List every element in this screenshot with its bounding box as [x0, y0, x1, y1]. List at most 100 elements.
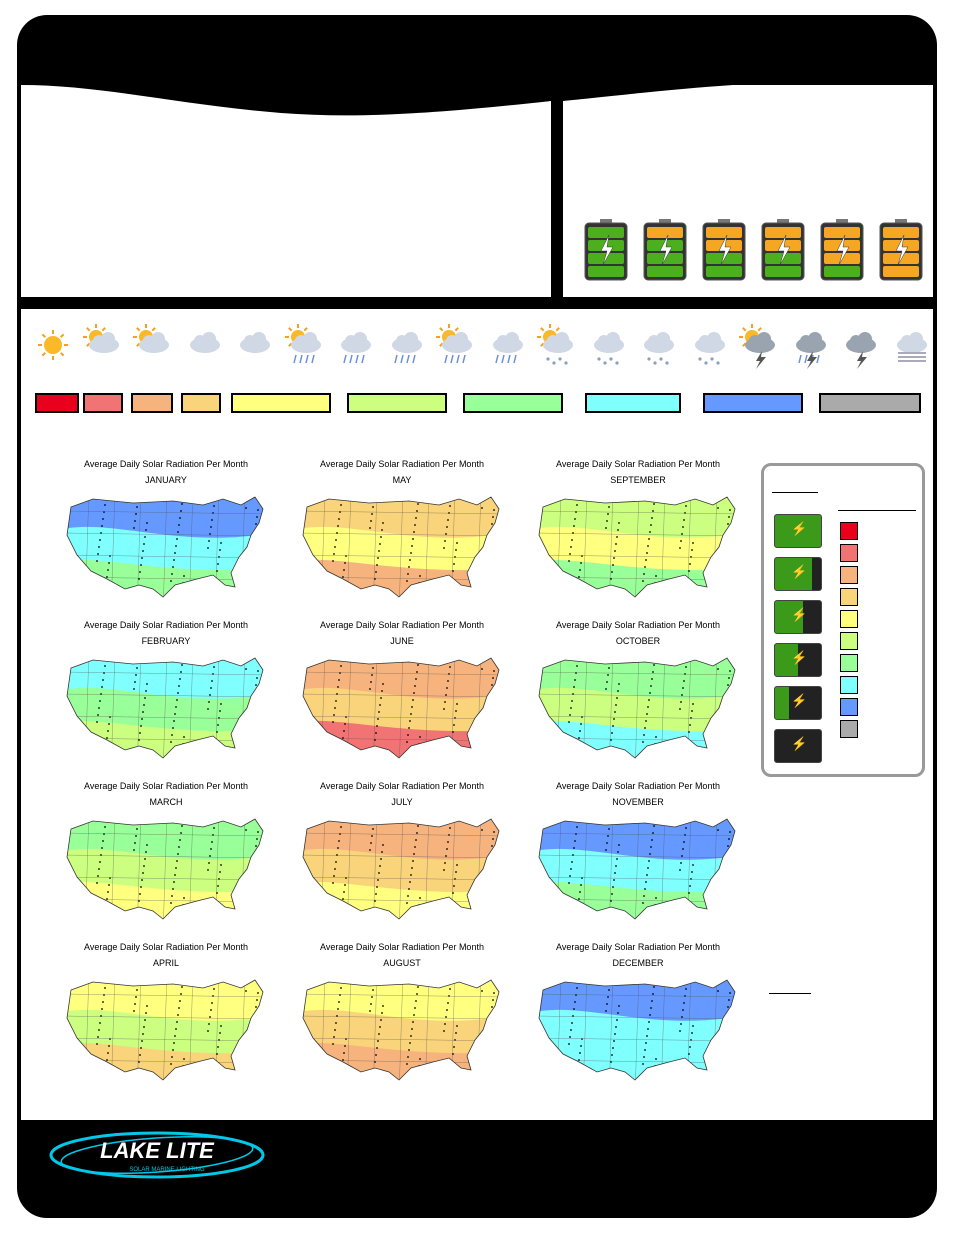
legend-swatch-4 — [840, 588, 858, 606]
map-title: Average Daily Solar Radiation Per Month — [556, 620, 720, 630]
battery-icon — [584, 219, 628, 281]
solar-map-december: Average Daily Solar Radiation Per Month D… — [533, 942, 753, 1102]
sun-rain-icon — [284, 323, 328, 369]
snow-icon — [587, 323, 631, 369]
legend-swatch-10 — [840, 720, 858, 738]
battery-2 — [642, 219, 688, 281]
solar-map-february: Average Daily Solar Radiation Per Month F… — [61, 620, 281, 780]
map-month-label: OCTOBER — [615, 636, 661, 646]
solar-map-january: Average Daily Solar Radiation Per Month J… — [61, 459, 281, 619]
map-month-label: DECEMBER — [612, 958, 664, 968]
fog-icon — [890, 323, 934, 369]
battery-icon — [820, 219, 864, 281]
sun-sleet-icon — [435, 323, 479, 369]
map-month-label: FEBRUARY — [141, 636, 191, 646]
battery-icon — [761, 219, 805, 281]
map-month-label: MAY — [392, 475, 412, 485]
legend-swatch-6 — [840, 632, 858, 650]
legend-header-line — [772, 492, 818, 493]
page-frame: Average Daily Solar Radiation Per Month J… — [17, 15, 937, 1218]
lake-lite-logo: LAKE LITE SOLAR MARINE LIGHTING — [47, 1125, 267, 1181]
map-month-label: AUGUST — [383, 958, 421, 968]
map-title: Average Daily Solar Radiation Per Month — [320, 620, 484, 630]
intro-panel — [21, 85, 551, 297]
us-map — [66, 657, 264, 759]
us-map — [302, 818, 500, 920]
sun-snow-icon — [536, 323, 580, 369]
scale-swatch-4 — [181, 393, 221, 413]
cloud-icon — [183, 323, 227, 369]
legend-battery-3: ⚡ — [774, 600, 822, 634]
us-map — [538, 496, 736, 598]
scale-swatch-1 — [35, 393, 79, 413]
rain-icon — [334, 323, 378, 369]
snow-icon — [688, 323, 732, 369]
legend-battery-1: ⚡ — [774, 514, 822, 548]
legend-swatch-9 — [840, 698, 858, 716]
map-title: Average Daily Solar Radiation Per Month — [320, 781, 484, 791]
solar-map-september: Average Daily Solar Radiation Per Month S… — [533, 459, 753, 619]
map-month-label: SEPTEMBER — [610, 475, 666, 485]
legend-swatch-1 — [840, 522, 858, 540]
map-month-label: JANUARY — [145, 475, 187, 485]
solar-map-august: Average Daily Solar Radiation Per Month A… — [297, 942, 517, 1102]
scale-swatch-7 — [463, 393, 563, 413]
us-map — [538, 657, 736, 759]
scale-swatch-2 — [83, 393, 123, 413]
battery-1 — [583, 219, 629, 281]
solar-map-june: Average Daily Solar Radiation Per Month J… — [297, 620, 517, 780]
legend-swatch-5 — [840, 610, 858, 628]
sleet-icon — [486, 323, 530, 369]
legend-battery-2: ⚡ — [774, 557, 822, 591]
legend-battery-5: ⚡ — [774, 686, 822, 720]
sun-icon — [31, 323, 75, 369]
map-month-label: NOVEMBER — [612, 797, 664, 807]
map-title: Average Daily Solar Radiation Per Month — [320, 459, 484, 469]
battery-icon — [879, 219, 923, 281]
legend-battery-6: ⚡ — [774, 729, 822, 763]
scale-swatch-6 — [347, 393, 447, 413]
us-map — [538, 979, 736, 1081]
thunderstorm-sun-icon — [738, 323, 782, 369]
map-title: Average Daily Solar Radiation Per Month — [84, 459, 248, 469]
us-map — [66, 496, 264, 598]
wave-divider-right — [563, 85, 933, 101]
solar-map-november: Average Daily Solar Radiation Per Month N… — [533, 781, 753, 941]
battery-3 — [701, 219, 747, 281]
overcast-icon — [233, 323, 277, 369]
legend-swatch-2 — [840, 544, 858, 562]
scale-swatch-10 — [819, 393, 921, 413]
map-title: Average Daily Solar Radiation Per Month — [320, 942, 484, 952]
heavy-rain-icon — [385, 323, 429, 369]
wave-divider — [21, 85, 551, 116]
us-map — [302, 496, 500, 598]
map-title: Average Daily Solar Radiation Per Month — [556, 459, 720, 469]
battery-panel — [563, 85, 933, 297]
legend-battery-4: ⚡ — [774, 643, 822, 677]
map-title: Average Daily Solar Radiation Per Month — [84, 620, 248, 630]
note-line — [769, 993, 811, 994]
map-month-label: MARCH — [149, 797, 183, 807]
sun-cloud-icon — [82, 323, 126, 369]
partly-cloudy-icon — [132, 323, 176, 369]
legend-header-line-right — [838, 510, 916, 511]
map-title: Average Daily Solar Radiation Per Month — [556, 781, 720, 791]
main-panel: Average Daily Solar Radiation Per Month J… — [21, 309, 933, 1120]
map-title: Average Daily Solar Radiation Per Month — [556, 942, 720, 952]
solar-map-march: Average Daily Solar Radiation Per Month M… — [61, 781, 281, 941]
battery-4 — [760, 219, 806, 281]
legend-swatch-7 — [840, 654, 858, 672]
solar-map-october: Average Daily Solar Radiation Per Month O… — [533, 620, 753, 780]
map-month-label: JULY — [391, 797, 413, 807]
scale-swatch-5 — [231, 393, 331, 413]
battery-icon — [643, 219, 687, 281]
thunderstorm-rain-icon — [789, 323, 833, 369]
us-map — [302, 657, 500, 759]
snow-icon — [637, 323, 681, 369]
solar-map-july: Average Daily Solar Radiation Per Month J… — [297, 781, 517, 941]
battery-icon — [702, 219, 746, 281]
lightning-icon — [839, 323, 883, 369]
map-month-label: APRIL — [152, 958, 179, 968]
battery-5 — [819, 219, 865, 281]
us-map — [66, 818, 264, 920]
